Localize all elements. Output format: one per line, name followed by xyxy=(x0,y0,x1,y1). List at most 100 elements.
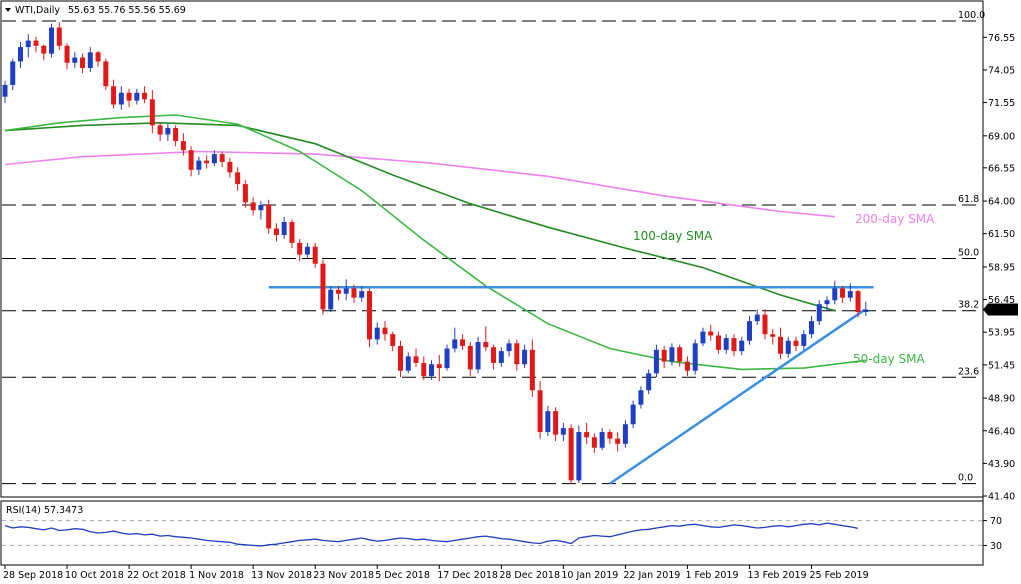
fibonacci-levels: 100.0 61.8 50.0 38.2 23.6 0.0 xyxy=(2,10,985,485)
candle-body xyxy=(142,92,148,100)
candle-body xyxy=(568,428,574,481)
candle-body xyxy=(514,343,520,365)
fib-label-4: 23.6 xyxy=(958,366,979,377)
candle-body xyxy=(242,184,248,203)
candle-62 xyxy=(483,326,489,352)
sma-50-label: 50-day SMA xyxy=(853,352,925,366)
candle-1 xyxy=(10,58,16,91)
time-tick-label-9: 10 Jan 2019 xyxy=(561,570,618,581)
price-tick-label-7: 58.95 xyxy=(988,262,1015,273)
candle-14 xyxy=(111,79,117,109)
candle-107 xyxy=(832,280,838,305)
candle-body xyxy=(591,437,597,448)
candle-21 xyxy=(165,124,171,142)
candle-93 xyxy=(723,334,729,354)
candle-67 xyxy=(522,344,528,369)
candle-16 xyxy=(126,88,132,108)
time-tick-label-8: 28 Dec 2018 xyxy=(499,570,560,581)
candle-22 xyxy=(173,125,179,147)
candle-19 xyxy=(149,90,155,134)
candle-28 xyxy=(219,151,225,168)
candle-body xyxy=(863,309,869,313)
candle-37 xyxy=(289,219,295,249)
candle-59 xyxy=(460,334,466,350)
candle-body xyxy=(273,228,279,236)
candle-body xyxy=(460,339,466,346)
candle-body xyxy=(188,150,194,170)
candle-body xyxy=(506,343,512,352)
price-tick-label-3: 69.00 xyxy=(988,131,1015,142)
candle-body xyxy=(576,432,582,481)
candle-72 xyxy=(560,422,566,442)
candle-body xyxy=(739,340,745,352)
candle-body xyxy=(677,347,683,362)
candle-103 xyxy=(801,330,807,350)
candle-body xyxy=(522,349,528,365)
candle-body xyxy=(390,334,396,346)
candle-body xyxy=(10,61,16,85)
candle-36 xyxy=(281,216,287,239)
candle-17 xyxy=(134,88,140,105)
price-tick-label-2: 71.55 xyxy=(988,98,1015,109)
ohlc-values: 55.63 55.76 55.56 55.69 xyxy=(68,5,186,16)
candle-body xyxy=(553,411,559,435)
candle-66 xyxy=(514,339,520,371)
rsi-panel-frame xyxy=(0,500,984,566)
candle-body xyxy=(444,348,450,369)
candle-body xyxy=(638,390,644,405)
candle-42 xyxy=(328,285,334,313)
candle-body xyxy=(421,362,427,376)
price-tick-label-1: 74.05 xyxy=(988,65,1015,76)
candle-body xyxy=(692,343,698,371)
candle-105 xyxy=(816,300,822,326)
candle-body xyxy=(165,128,171,135)
candle-4 xyxy=(33,36,39,53)
candle-84 xyxy=(653,344,659,378)
price-tick-label-0: 76.55 xyxy=(988,33,1015,44)
candle-body xyxy=(413,356,419,363)
candle-104 xyxy=(809,315,815,339)
candle-body xyxy=(754,314,760,322)
candle-6 xyxy=(49,23,55,58)
moving-averages xyxy=(4,114,866,371)
candle-85 xyxy=(661,345,667,369)
sma-line-1 xyxy=(4,121,836,312)
candle-body xyxy=(778,336,783,354)
fib-label-2: 50.0 xyxy=(958,248,979,259)
candle-46 xyxy=(359,285,365,302)
candle-body xyxy=(599,432,605,448)
candle-body xyxy=(204,160,210,164)
candle-body xyxy=(25,40,31,48)
candle-8 xyxy=(64,43,70,70)
candle-27 xyxy=(211,150,217,166)
candle-7 xyxy=(56,22,62,50)
drawn-lines xyxy=(268,285,874,485)
candle-89 xyxy=(692,339,698,375)
candle-body xyxy=(149,99,155,126)
candle-body xyxy=(250,202,256,211)
time-tick-label-1: 10 Oct 2018 xyxy=(65,570,124,581)
collapse-triangle-icon[interactable] xyxy=(5,8,11,12)
candle-91 xyxy=(708,325,714,341)
candle-body xyxy=(584,432,590,438)
candle-body xyxy=(196,160,202,170)
fib-label-3: 38.2 xyxy=(958,300,979,311)
candle-15 xyxy=(118,86,124,110)
candle-body xyxy=(266,204,272,229)
candle-39 xyxy=(304,242,310,259)
candle-41 xyxy=(320,259,326,315)
candle-body xyxy=(723,338,729,350)
candle-10 xyxy=(80,53,86,74)
candle-body xyxy=(537,390,543,433)
candle-87 xyxy=(677,344,683,367)
price-tick-label-13: 43.90 xyxy=(988,459,1015,470)
candle-body xyxy=(405,356,411,371)
candle-40 xyxy=(312,242,318,268)
time-tick-label-11: 1 Feb 2019 xyxy=(685,570,738,581)
candle-body xyxy=(498,351,504,363)
candle-102 xyxy=(793,336,799,352)
candle-61 xyxy=(475,336,481,374)
candle-99 xyxy=(770,328,776,345)
candle-body xyxy=(328,289,334,310)
candle-43 xyxy=(335,285,341,301)
